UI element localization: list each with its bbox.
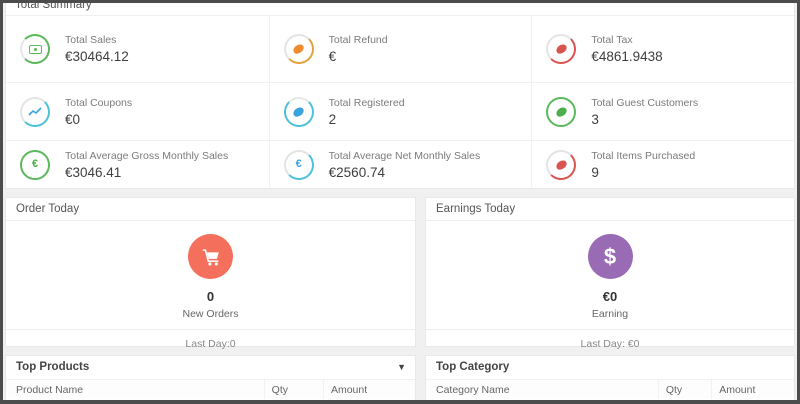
card-value: 3	[591, 111, 599, 127]
top-category-header-row: Category Name Qty Amount	[426, 379, 794, 399]
top-products-panel: Top Products ▼ Product Name Qty Amount	[5, 355, 416, 400]
summary-grid: Total Sales €30464.12 Total Refund € Tot…	[6, 16, 794, 188]
top-category-panel: Top Category Category Name Qty Amount	[425, 355, 795, 400]
total-sales-card: Total Sales €30464.12	[6, 16, 269, 82]
top-category-title: Top Category	[436, 361, 510, 373]
card-value: €2560.74	[328, 164, 385, 180]
coupons-chart-icon	[20, 96, 50, 127]
total-registered-card: Total Registered 2	[268, 82, 532, 140]
card-value: €4861.9438	[591, 49, 663, 64]
earnings-last-day: Last Day: €0	[426, 329, 794, 350]
card-label: Total Coupons	[65, 96, 133, 109]
card-value: €3046.41	[65, 164, 122, 180]
top-products-title: Top Products ▼	[6, 356, 415, 379]
card-value: €	[328, 49, 337, 64]
card-label: Total Guest Customers	[591, 96, 699, 109]
shopping-cart-icon	[188, 234, 233, 279]
column-header-amount: Amount	[322, 380, 415, 399]
order-today-panel: Order Today 0 New Orders Last Day:0	[5, 197, 416, 350]
card-label: Total Registered	[328, 96, 405, 109]
card-value: €0	[65, 111, 81, 127]
total-summary-title: Total Summary	[6, 3, 794, 16]
total-items-purchased-card: Total Items Purchased 9	[531, 140, 794, 188]
total-tax-card: Total Tax €4861.9438	[531, 16, 794, 82]
new-orders-count: 0	[206, 289, 215, 304]
money-icon	[20, 34, 50, 64]
earning-amount: €0	[602, 289, 618, 304]
avg-net-monthly-sales-card: € Total Average Net Monthly Sales €2560.…	[268, 140, 532, 188]
total-refund-card: Total Refund €	[268, 16, 532, 82]
pie-icon	[546, 149, 577, 180]
total-summary-title-text: Total Summary	[15, 3, 92, 11]
card-label: Total Refund	[328, 34, 388, 46]
earnings-today-panel: Earnings Today $ €0 Earning Last Day: €0	[425, 197, 795, 350]
total-summary-panel: Total Summary Total Sales €30464.12 Tota…	[5, 3, 795, 189]
column-header-category-name: Category Name	[436, 383, 510, 396]
card-value: 9	[591, 164, 599, 180]
column-header-amount: Amount	[711, 380, 794, 399]
total-guest-customers-card: Total Guest Customers 3	[531, 82, 794, 140]
tables-row: Top Products ▼ Product Name Qty Amount T…	[5, 355, 795, 400]
total-coupons-card: Total Coupons €0	[6, 82, 269, 140]
dollar-icon: $	[587, 234, 633, 279]
order-last-day: Last Day:0	[6, 329, 415, 350]
tax-icon	[546, 34, 577, 64]
card-label: Total Items Purchased	[591, 149, 696, 162]
guest-customers-icon	[546, 96, 577, 127]
refund-icon	[283, 34, 314, 64]
new-orders-label: New Orders	[182, 308, 239, 320]
card-label: Total Average Gross Monthly Sales	[65, 149, 229, 162]
chevron-down-icon[interactable]: ▼	[397, 362, 406, 372]
column-header-qty: Qty	[263, 380, 323, 399]
avg-gross-monthly-sales-card: € Total Average Gross Monthly Sales €304…	[6, 140, 269, 188]
order-today-body: 0 New Orders Last Day:0	[6, 221, 415, 350]
euro-icon: €	[20, 149, 50, 180]
earning-label: Earning	[591, 308, 629, 320]
euro-icon: €	[283, 149, 314, 180]
card-value: €30464.12	[65, 49, 129, 64]
column-header-qty: Qty	[657, 380, 711, 399]
registered-icon	[283, 96, 314, 127]
card-label: Total Tax	[591, 34, 633, 46]
card-label: Total Sales	[65, 34, 117, 46]
top-products-header-row: Product Name Qty Amount	[6, 379, 415, 399]
earnings-today-body: $ €0 Earning Last Day: €0	[426, 221, 794, 350]
dashboard-page: Total Summary Total Sales €30464.12 Tota…	[3, 3, 797, 400]
today-row: Order Today 0 New Orders Last Day:0	[5, 197, 795, 350]
card-value: 2	[328, 111, 337, 127]
order-today-title: Order Today	[6, 198, 415, 221]
column-header-product-name: Product Name	[16, 383, 84, 396]
card-label: Total Average Net Monthly Sales	[328, 149, 481, 162]
earnings-today-title: Earnings Today	[426, 198, 794, 221]
